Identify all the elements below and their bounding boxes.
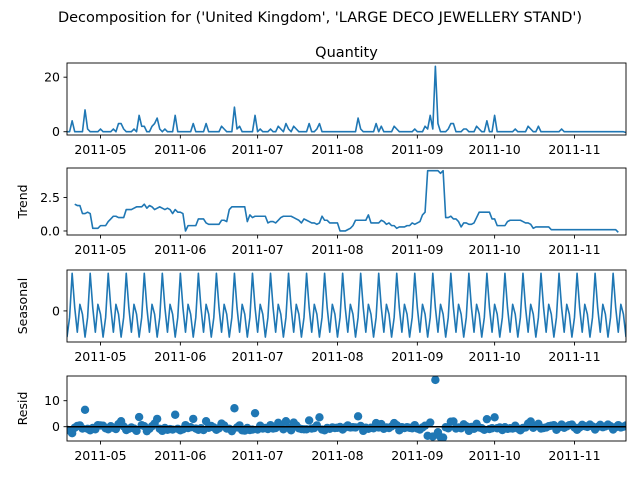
quantity-panel: 2011-05 2011-06 2011-07 2011-08 2011-09 2011-… bbox=[44, 45, 627, 157]
seasonal-xtick-label-1: 2011-06 bbox=[154, 349, 206, 364]
resid-point-113 bbox=[353, 412, 363, 421]
resid-point-28 bbox=[134, 412, 144, 422]
trend-xtick-label-6: 2011-11 bbox=[548, 242, 600, 257]
quantity-xtick-label-3: 2011-08 bbox=[311, 142, 363, 157]
seasonal-line bbox=[67, 272, 626, 338]
resid-point-163 bbox=[482, 414, 492, 424]
resid-ytick-label-1: 10 bbox=[44, 393, 60, 408]
seasonal-ytick-label-0: 0 bbox=[52, 303, 60, 318]
seasonal-series bbox=[67, 272, 626, 338]
quantity-xtick-label-5: 2011-10 bbox=[469, 142, 521, 157]
resid-xtick-label-3: 2011-08 bbox=[311, 448, 363, 463]
quantity-xtick-label-0: 2011-05 bbox=[74, 142, 126, 157]
resid-point-166 bbox=[490, 413, 499, 422]
resid-axes-frame bbox=[66, 375, 627, 442]
resid-point-7 bbox=[80, 405, 90, 414]
quantity-axes-frame bbox=[66, 62, 627, 136]
quantity-xtick-label-4: 2011-09 bbox=[391, 142, 443, 157]
resid-xtick-label-2: 2011-07 bbox=[232, 448, 284, 463]
figure-suptitle: Decomposition for ('United Kingdom', 'LA… bbox=[58, 10, 582, 26]
trend-xtick-label-3: 2011-08 bbox=[311, 242, 363, 257]
quantity-xtick-label-1: 2011-06 bbox=[154, 142, 206, 157]
resid-xtick-label-4: 2011-09 bbox=[391, 448, 443, 463]
resid-point-35 bbox=[152, 414, 162, 424]
resid-point-94 bbox=[304, 416, 314, 425]
seasonal-xtick-label-4: 2011-09 bbox=[391, 349, 443, 364]
trend-ytick-label-0: 0.0 bbox=[40, 223, 60, 238]
trend-ytick-label-1: 2.5 bbox=[40, 190, 60, 205]
quantity-title: Quantity bbox=[315, 45, 378, 61]
quantity-ytick-label-1: 20 bbox=[44, 70, 60, 85]
seasonal-xtick-label-3: 2011-08 bbox=[311, 349, 363, 364]
resid-xtick-label-0: 2011-05 bbox=[74, 448, 126, 463]
resid-xtick-label-1: 2011-06 bbox=[154, 448, 206, 463]
trend-xtick-label-0: 2011-05 bbox=[74, 242, 126, 257]
resid-point-150 bbox=[449, 417, 458, 426]
trend-line bbox=[74, 169, 619, 233]
resid-xtick-label-5: 2011-10 bbox=[469, 448, 521, 463]
seasonal-panel: 2011-05 2011-06 2011-07 2011-08 2011-09 2011-… bbox=[15, 269, 627, 364]
quantity-xtick-label-6: 2011-11 bbox=[548, 142, 600, 157]
resid-ytick-label-0: 0 bbox=[52, 419, 60, 434]
resid-point-98 bbox=[315, 413, 324, 422]
trend-panel: 2011-05 2011-06 2011-07 2011-08 2011-09 2011-… bbox=[15, 167, 627, 257]
resid-point-49 bbox=[189, 414, 198, 424]
resid-point-141 bbox=[426, 418, 435, 427]
resid-xtick-label-6: 2011-11 bbox=[548, 448, 600, 463]
quantity-xtick-label-2: 2011-07 bbox=[232, 142, 284, 157]
trend-ylabel: Trend bbox=[15, 184, 30, 219]
resid-point-42 bbox=[170, 410, 180, 419]
quantity-series bbox=[67, 65, 626, 134]
trend-xtick-label-1: 2011-06 bbox=[154, 242, 206, 257]
resid-point-143 bbox=[431, 376, 440, 385]
trend-xtick-label-4: 2011-09 bbox=[391, 242, 443, 257]
quantity-line bbox=[67, 65, 626, 134]
resid-point-146 bbox=[438, 433, 448, 441]
seasonal-xtick-label-5: 2011-10 bbox=[469, 349, 521, 364]
trend-axes-frame bbox=[66, 167, 627, 236]
seasonal-xtick-label-6: 2011-11 bbox=[548, 349, 600, 364]
resid-point-65 bbox=[230, 404, 239, 413]
resid-point-85 bbox=[281, 417, 291, 426]
seasonal-xtick-label-2: 2011-07 bbox=[232, 349, 284, 364]
trend-series bbox=[74, 169, 619, 233]
resid-ylabel: Resid bbox=[15, 392, 30, 426]
quantity-ytick-label-0: 0 bbox=[52, 124, 60, 139]
subplot-panels: 2011-05 2011-06 2011-07 2011-08 2011-09 2011-… bbox=[15, 45, 627, 463]
seasonal-xtick-label-0: 2011-05 bbox=[74, 349, 126, 364]
seasonal-ylabel: Seasonal bbox=[15, 278, 30, 335]
trend-xtick-label-5: 2011-10 bbox=[469, 242, 521, 257]
resid-point-27 bbox=[132, 426, 141, 436]
resid-panel: 2011-05 2011-06 2011-07 2011-08 2011-09 2011-… bbox=[15, 375, 627, 463]
seasonal-axes-frame bbox=[66, 269, 627, 343]
resid-point-217 bbox=[621, 421, 626, 430]
trend-xtick-label-2: 2011-07 bbox=[232, 242, 284, 257]
resid-point-73 bbox=[250, 408, 260, 418]
